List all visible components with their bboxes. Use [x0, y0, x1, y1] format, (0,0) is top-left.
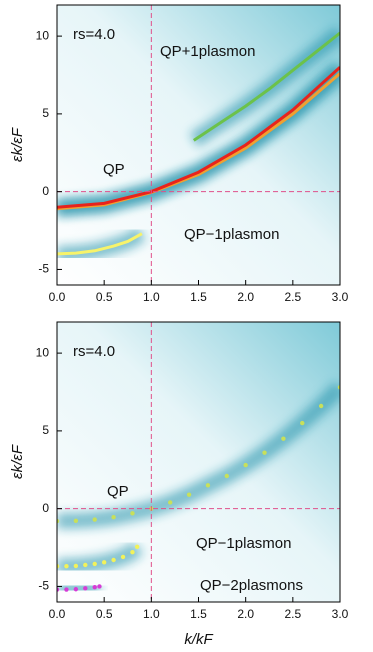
dot: [73, 563, 79, 569]
dot: [83, 562, 88, 568]
x-tick-label: 1.5: [190, 290, 207, 304]
dot: [111, 515, 116, 520]
dot: [337, 385, 340, 390]
y-tick-label: 0: [42, 501, 49, 515]
x-tick-label: 2.0: [237, 290, 254, 304]
x-tick-label: 1.0: [143, 607, 160, 621]
dot: [111, 557, 116, 563]
dot: [168, 500, 173, 505]
y-tick-label: 10: [36, 28, 50, 42]
dot: [262, 450, 267, 455]
y-tick-label: -5: [38, 262, 49, 276]
annotation: rs=4.0: [73, 343, 115, 360]
dot: [224, 473, 229, 479]
y-axis-label: εk/εF: [9, 444, 26, 479]
annotation: QP: [107, 483, 129, 500]
x-tick-label: 2.0: [237, 607, 254, 621]
x-axis-label: k/kF: [184, 631, 213, 648]
spectral-glow: [57, 381, 340, 530]
y-tick-label: 5: [42, 106, 49, 120]
x-tick-label: 0.0: [49, 607, 66, 621]
dot: [92, 585, 97, 590]
x-tick-label: 1.0: [143, 290, 160, 304]
curve: [57, 66, 340, 209]
x-tick-label: 1.5: [190, 607, 207, 621]
dot: [120, 554, 126, 560]
x-tick-label: 2.5: [284, 290, 301, 304]
dot: [57, 564, 60, 569]
y-tick-label: -5: [38, 579, 49, 593]
dot: [92, 561, 97, 567]
dot: [134, 544, 140, 549]
y-axis-label: εk/εF: [9, 127, 26, 162]
x-tick-label: 0.5: [96, 607, 113, 621]
plot-area: [57, 26, 340, 262]
dot: [101, 560, 107, 565]
annotation: QP: [103, 161, 125, 178]
x-tick-label: 3.0: [332, 607, 349, 621]
annotation: QP−2plasmons: [200, 577, 303, 594]
dot: [243, 462, 248, 468]
dot: [130, 550, 135, 555]
y-tick-label: 5: [42, 423, 49, 437]
curve: [192, 31, 340, 142]
annotation: QP−1plasmon: [184, 226, 279, 243]
dot: [281, 436, 286, 441]
dot: [92, 517, 97, 522]
dot: [300, 420, 305, 426]
x-tick-label: 0.5: [96, 290, 113, 304]
spectral-glow: [57, 541, 144, 575]
dot: [186, 492, 192, 497]
x-tick-label: 3.0: [332, 290, 349, 304]
dot: [57, 587, 60, 592]
y-tick-label: 10: [36, 345, 50, 359]
annotation: QP−1plasmon: [196, 535, 291, 552]
dot: [130, 511, 135, 516]
dot: [205, 483, 211, 488]
curve: [57, 232, 143, 256]
dot: [73, 518, 79, 523]
x-tick-label: 0.0: [49, 290, 66, 304]
y-tick-label: 0: [42, 184, 49, 198]
dot: [318, 403, 324, 409]
annotation: rs=4.0: [73, 26, 115, 43]
x-tick-label: 2.5: [284, 607, 301, 621]
dot: [97, 584, 102, 589]
annotation: QP+1plasmon: [160, 43, 255, 60]
dot: [57, 518, 60, 524]
dot: [83, 586, 88, 591]
dot: [64, 587, 69, 592]
dot: [73, 587, 79, 592]
curve: [57, 72, 340, 211]
dot: [64, 564, 69, 569]
